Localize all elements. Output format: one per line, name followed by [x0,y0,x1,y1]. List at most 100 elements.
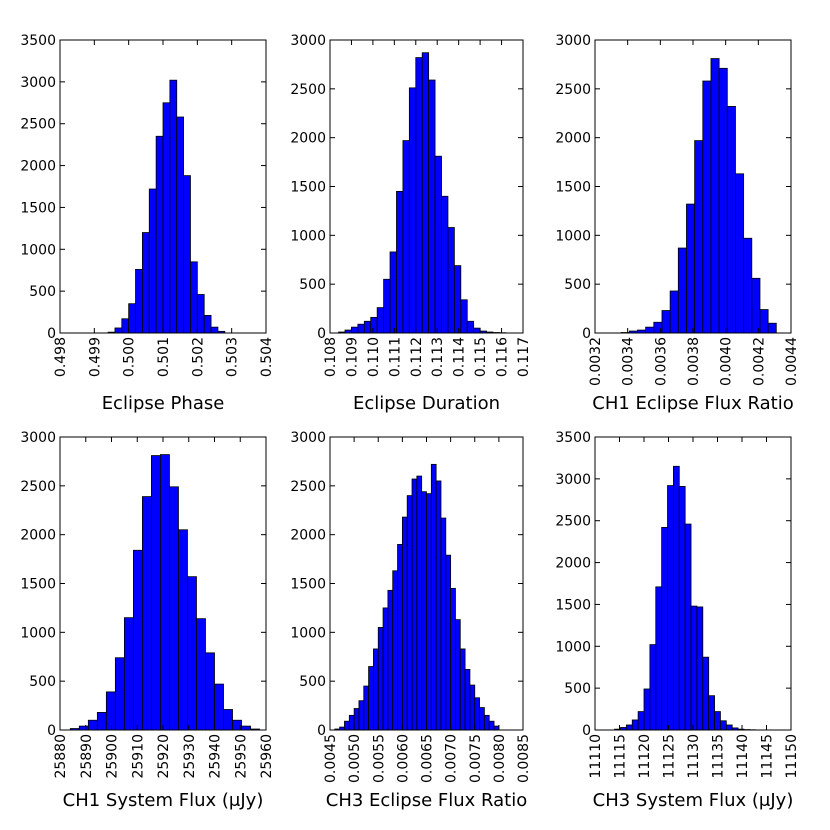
x-tick-label: 0.0038 [686,337,702,386]
histogram-bar [690,605,698,731]
x-tick-label: 25900 [105,734,121,779]
histogram-bar [684,523,692,731]
histogram-bar [344,720,350,731]
y-tick-label: 2500 [290,82,326,98]
histogram-bar [357,323,365,334]
x-tick-label: 11110 [588,734,604,779]
histogram-bar [649,644,657,731]
x-axis-label: CH3 System Flux (μJy) [593,790,794,811]
x-tick-label: 11130 [686,734,702,779]
y-tick-label: 2000 [20,528,56,544]
x-axis-label: Eclipse Duration [353,393,500,414]
x-tick-label: 0.0060 [395,734,411,783]
x-axis-label: CH3 Eclipse Flux Ratio [326,790,528,811]
histogram-bar [464,669,471,731]
histogram-bar [363,685,369,731]
histogram-bar [178,529,188,731]
histogram-bar [669,290,679,334]
x-tick-label: 11120 [637,734,653,779]
histogram-bar [408,87,417,334]
y-tick-label: 0 [317,326,326,342]
histogram-bar [426,493,432,731]
x-axis-label: CH1 Eclipse Flux Ratio [592,393,794,414]
x-tick-label: 0.109 [344,337,360,377]
x-tick-label: 25890 [79,734,95,779]
x-tick-label: 11125 [662,734,678,779]
histogram-bar [421,52,430,334]
y-tick-label: 1500 [290,180,326,196]
x-tick-label: 0.0042 [751,337,767,386]
histogram-bar [430,463,437,731]
histogram-bar [151,455,161,731]
panel-4: 0 500 1000 1500 2000 2500 3000 25880 25890 25900 2… [20,430,275,811]
histogram-bar [105,691,116,731]
y-tick-label: 500 [564,681,591,697]
histogram-bar [176,116,184,334]
histogram-bar [382,607,389,731]
histogram-bar [123,617,134,731]
histogram-bar [401,516,408,731]
x-tick-label: 0.116 [495,337,511,377]
histogram-bar [187,576,197,731]
y-tick-label: 1500 [20,577,56,593]
x-tick-label: 0.503 [225,337,241,377]
x-tick-label: 0.0050 [347,734,363,783]
x-tick-label: 0.0036 [653,337,669,386]
y-tick-label: 1500 [555,597,591,613]
y-tick-label: 3000 [555,33,591,49]
histogram-bar [710,58,720,334]
histogram-bar [483,714,490,731]
histogram-bar [87,719,98,731]
panel-6: 0 500 1000 1500 2000 2500 3000 3500 11110 11115 11… [555,430,800,811]
histogram-bar [196,618,206,731]
y-tick-label: 0 [582,326,591,342]
histogram-bar [435,480,442,731]
histogram-bar [493,725,500,731]
histogram-bar [415,57,423,334]
histogram-bar [725,724,733,731]
histogram-bar [643,688,651,731]
histogram-bar [351,326,359,334]
histogram-bar [637,711,645,731]
histogram-bar [428,79,436,334]
y-tick-label: 2000 [555,131,591,147]
y-tick-label: 3500 [20,33,56,49]
histogram-bar [767,322,777,334]
y-tick-label: 2500 [290,479,326,495]
y-tick-label: 2000 [290,131,326,147]
y-tick-label: 3000 [20,75,56,91]
histogram-bar [667,485,674,731]
y-tick-label: 3000 [555,472,591,488]
histogram-bar [389,251,397,334]
histogram-bar [473,327,481,334]
histogram-bar [402,140,410,334]
x-tick-label: 0.0080 [492,734,508,783]
y-tick-label: 2500 [20,117,56,133]
histogram-bar [673,465,680,731]
x-tick-label: 0.111 [387,337,403,377]
histogram-bar [702,656,710,731]
x-tick-label: 0.108 [323,337,339,377]
histogram-bar [406,495,413,731]
panel-1: 0 500 1000 1500 2000 2500 3000 3500 0.498 0.499 0.… [20,33,275,414]
y-tick-label: 2500 [555,514,591,530]
histogram-bar [373,648,379,731]
histogram-bar [459,648,466,731]
y-tick-label: 500 [299,674,326,690]
x-axis-label: Eclipse Phase [102,393,225,414]
histogram-bar [114,657,125,731]
x-tick-label: 0.114 [452,337,468,377]
x-tick-label: 0.0040 [719,337,735,386]
histogram-bar [474,697,480,731]
x-tick-label: 11150 [784,734,800,779]
histogram-bar [677,247,687,334]
y-tick-label: 1500 [555,180,591,196]
x-tick-label: 0.501 [156,337,172,377]
y-tick-label: 1500 [290,577,326,593]
x-tick-label: 25960 [259,734,275,779]
y-tick-label: 2000 [290,528,326,544]
histogram-bar [363,320,372,334]
histogram-bar [479,707,485,731]
histogram-bar [135,268,143,334]
